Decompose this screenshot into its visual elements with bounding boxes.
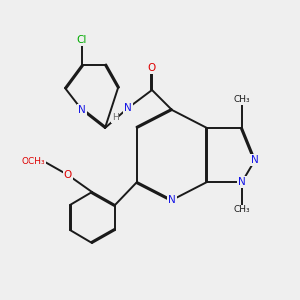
Text: OCH₃: OCH₃ xyxy=(21,158,45,166)
Text: Cl: Cl xyxy=(77,35,87,45)
Text: N: N xyxy=(238,177,246,187)
Text: CH₃: CH₃ xyxy=(234,95,250,104)
Text: O: O xyxy=(148,63,156,73)
Text: O: O xyxy=(64,170,72,180)
Text: H: H xyxy=(112,113,118,122)
Text: N: N xyxy=(124,103,132,113)
Text: CH₃: CH₃ xyxy=(234,206,250,214)
Text: N: N xyxy=(168,195,176,205)
Text: N: N xyxy=(251,155,259,165)
Text: N: N xyxy=(78,105,86,115)
